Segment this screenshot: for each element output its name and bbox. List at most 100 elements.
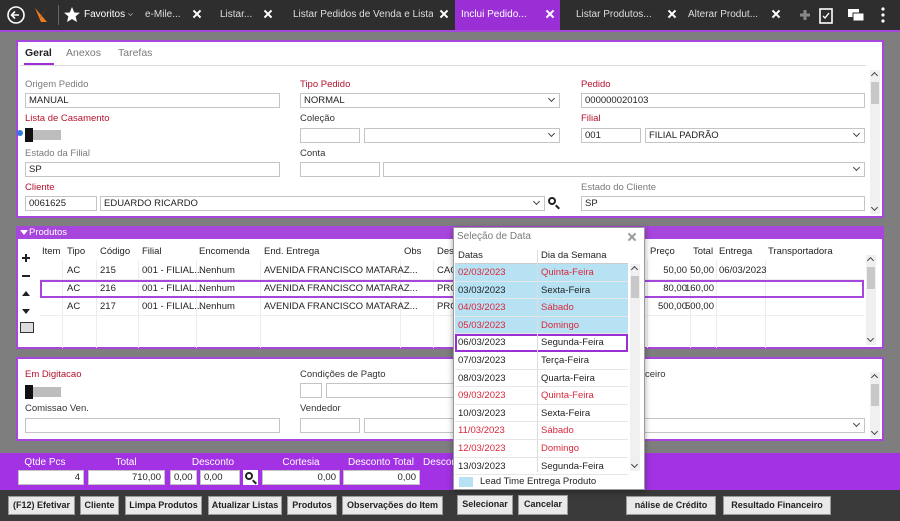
input-field[interactable]: 0061625 [25,196,97,211]
cell[interactable]: AVENIDA FRANCISCO MATARAZ... [264,283,418,294]
cell[interactable]: Nenhum [199,283,235,294]
date-cell[interactable]: 12/03/2023 [458,443,506,454]
date-row[interactable] [455,422,628,440]
input-field[interactable]: SP [581,196,865,211]
date-cell[interactable]: 13/03/2023 [458,460,506,472]
action-button[interactable]: Limpa Produtos [125,496,202,515]
toggle-track[interactable] [29,130,61,140]
cell[interactable]: 80,00 [663,283,687,294]
input-field[interactable]: 0,00 [343,470,420,485]
input-field[interactable]: 710,00 [88,470,165,485]
input-field[interactable] [326,383,456,398]
input-field[interactable] [300,162,380,177]
input-field[interactable]: MANUAL [25,93,280,108]
date-row[interactable] [455,405,628,423]
action-button[interactable]: Produtos [287,496,337,515]
cell[interactable]: 001 - FILIAL... [142,301,203,312]
cell[interactable]: 001 - FILIAL... [142,265,203,276]
date-row[interactable] [455,387,628,405]
date-cell[interactable]: 02/03/2023 [458,267,506,278]
tab[interactable]: Listar... [220,9,253,20]
selected-date-row[interactable] [455,334,628,352]
date-cell[interactable]: 06/03/2023 [458,337,506,349]
weekday-cell[interactable]: Quarta-Feira [541,372,595,384]
action-button[interactable]: Atualizar Listas [208,496,282,515]
tab[interactable]: Alterar Produt... [688,9,759,20]
favorites-menu[interactable]: Favoritos [84,9,126,20]
date-row[interactable] [455,352,628,370]
weekday-cell[interactable]: Quinta-Feira [541,267,594,278]
tab[interactable]: e-Mile... [145,9,181,20]
weekday-cell[interactable]: Segunda-Feira [541,460,604,472]
select-field[interactable] [383,162,865,177]
cell[interactable]: 50,00 [663,265,687,276]
input-field[interactable] [25,418,280,433]
cell[interactable]: 50,00 [690,265,714,276]
form-tab[interactable]: Tarefas [118,47,153,59]
weekday-cell[interactable]: Sexta-Feira [541,284,591,296]
cell[interactable]: 06/03/2023 [719,265,767,276]
date-row[interactable] [455,458,628,476]
cell[interactable]: 160,00 [684,283,714,294]
move-down[interactable] [22,309,30,314]
action-button[interactable]: Resultado Financeiro [723,496,831,515]
cell[interactable]: 001 - FILIAL... [142,283,203,294]
cell[interactable]: AC [67,265,81,276]
date-cell[interactable]: 10/03/2023 [458,407,506,419]
date-cell[interactable]: 07/03/2023 [458,355,506,366]
select-field[interactable]: EDUARDO RICARDO [100,196,545,211]
cell[interactable]: Nenhum [199,265,235,276]
cell[interactable]: 215 [100,265,116,276]
form-tab[interactable]: Geral [25,47,52,59]
cell[interactable]: AC [67,283,81,294]
cell[interactable]: 216 [100,283,116,294]
date-row[interactable] [455,299,628,317]
select-field[interactable]: NORMAL [300,93,560,108]
date-row[interactable] [455,370,628,388]
cell[interactable]: Nenhum [199,301,235,312]
cell[interactable]: 217 [100,301,116,312]
weekday-cell[interactable]: Quinta-Feira [541,390,594,402]
action-button[interactable]: nálise de Crédito [626,496,716,515]
cell[interactable]: AC [67,301,81,312]
date-row[interactable] [455,440,628,458]
tab[interactable]: Inclui Pedido... [461,9,527,20]
form-tab[interactable]: Anexos [66,47,102,59]
grid-tool[interactable] [20,322,34,333]
input-field[interactable] [300,383,322,398]
input-field[interactable]: 0,00 [170,470,197,485]
cell[interactable]: 500,00 [684,301,714,312]
date-cell[interactable]: 11/03/2023 [458,425,505,437]
search-icon[interactable] [245,472,253,480]
input-field[interactable]: 000000020103 [581,93,865,108]
input-field[interactable]: 0,00 [262,470,340,485]
input-field[interactable] [300,418,360,433]
select-field[interactable]: FILIAL PADRÃO [645,128,865,143]
action-button[interactable]: (F12) Efetivar [8,496,75,515]
input-field[interactable]: 001 [581,128,641,143]
weekday-cell[interactable]: Sábado [541,425,574,437]
input-field[interactable] [300,128,360,143]
date-row[interactable] [455,281,628,300]
action-button[interactable]: Cliente [80,496,119,515]
cell[interactable]: AVENIDA FRANCISCO MATARAZ... [264,265,418,276]
date-cell[interactable]: 04/03/2023 [458,302,506,314]
weekday-cell[interactable]: Terça-Feira [541,355,590,366]
cell[interactable]: CAC [437,265,458,276]
dialog-button[interactable]: Selecionar [457,495,513,515]
date-cell[interactable]: 05/03/2023 [458,319,506,331]
weekday-cell[interactable]: Segunda-Feira [541,337,604,349]
cell[interactable]: AVENIDA FRANCISCO MATARAZ... [264,301,418,312]
action-button[interactable]: Observações do Item [342,496,443,515]
weekday-cell[interactable]: Domingo [541,319,580,331]
input-field[interactable]: 0,00 [200,470,240,485]
input-field[interactable]: SP [25,162,280,177]
search-icon[interactable] [548,197,556,205]
cell[interactable]: PRO [437,283,458,294]
move-up[interactable] [22,291,30,296]
toggle-track[interactable] [29,387,61,397]
select-field[interactable] [364,128,560,143]
date-cell[interactable]: 08/03/2023 [458,372,506,384]
date-row[interactable] [455,316,628,335]
date-cell[interactable]: 03/03/2023 [458,284,506,296]
